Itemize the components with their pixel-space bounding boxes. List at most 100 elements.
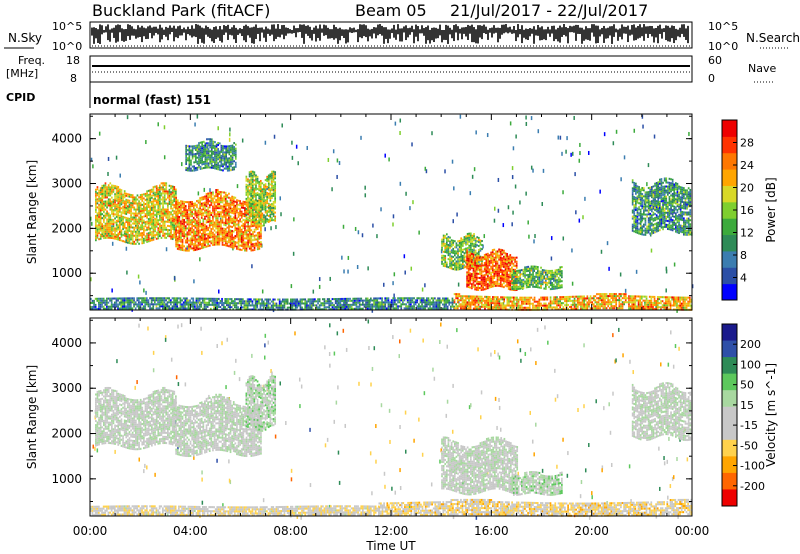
echo-cell <box>635 198 637 201</box>
echo-cell <box>553 279 555 282</box>
echo-cell <box>225 155 228 158</box>
echo-cell <box>228 169 231 172</box>
echo-cell <box>224 201 227 204</box>
echo-cell <box>501 273 504 276</box>
echo-cell <box>103 214 105 217</box>
echo-cell <box>185 144 188 147</box>
echo-cell <box>196 156 199 159</box>
sparse-echo <box>612 141 615 146</box>
echo-cell <box>154 197 156 200</box>
sparse-echo <box>270 226 272 231</box>
echo-cell <box>168 217 171 220</box>
echo-cell <box>559 266 562 269</box>
echo-cell <box>441 246 443 249</box>
echo-cell <box>475 280 478 283</box>
echo-cell <box>162 228 164 231</box>
echo-cell <box>659 200 661 203</box>
echo-cell <box>144 225 147 228</box>
sparse-echo <box>197 191 200 196</box>
echo-cell <box>199 141 202 144</box>
echo-cell <box>493 260 496 263</box>
echo-cell <box>469 232 472 235</box>
echo-cell <box>220 156 223 159</box>
echo-cell <box>527 265 530 268</box>
echo-cell <box>206 138 208 141</box>
echo-cell <box>247 200 249 203</box>
echo-cell <box>186 219 189 222</box>
echo-cell <box>631 197 634 200</box>
echo-cell <box>557 280 560 283</box>
sparse-echo <box>347 255 350 260</box>
echo-cell <box>643 207 645 210</box>
echo-cell <box>514 258 516 261</box>
echo-cell <box>154 224 156 227</box>
echo-cell <box>251 170 254 173</box>
echo-cell <box>197 242 200 245</box>
echo-cell <box>103 202 105 205</box>
echo-cell <box>204 242 206 245</box>
echo-cell <box>192 247 195 250</box>
echo-cell <box>493 274 496 277</box>
echo-cell <box>474 239 477 242</box>
echo-cell <box>234 229 237 232</box>
echo-cell <box>657 203 660 206</box>
echo-cell <box>540 284 542 287</box>
echo-cell <box>170 217 172 220</box>
echo-cell <box>133 216 136 219</box>
echo-cell <box>463 254 466 257</box>
echo-cell <box>221 229 224 232</box>
echo-cell <box>244 249 246 252</box>
echo-cell <box>549 273 552 276</box>
echo-cell <box>123 202 126 205</box>
echo-cell <box>513 273 515 276</box>
echo-cell <box>232 210 235 213</box>
echo-cell <box>641 233 644 236</box>
echo-cell <box>159 186 161 189</box>
echo-cell <box>202 220 205 223</box>
echo-cell <box>266 202 269 205</box>
echo-cell <box>95 235 97 238</box>
echo-cell <box>151 225 153 228</box>
echo-cell <box>471 252 473 255</box>
echo-cell <box>188 219 190 222</box>
echo-cell <box>216 197 219 200</box>
echo-cell <box>561 270 563 273</box>
echo-cell <box>527 275 530 278</box>
echo-cell <box>551 285 554 289</box>
echo-cell <box>183 227 185 230</box>
echo-cell <box>450 263 453 266</box>
echo-cell <box>223 167 226 170</box>
echo-cell <box>201 147 204 150</box>
echo-cell <box>245 191 248 194</box>
echo-cell <box>206 166 208 169</box>
echo-cell <box>135 236 137 239</box>
echo-cell <box>208 214 211 217</box>
echo-cell <box>173 228 176 231</box>
echo-cell <box>152 234 155 237</box>
echo-cell <box>264 199 267 202</box>
echo-cell <box>245 217 248 220</box>
echo-cell <box>173 196 176 199</box>
echo-cell <box>149 223 152 226</box>
echo-cell <box>447 250 450 253</box>
echo-cell <box>659 221 661 224</box>
echo-cell <box>149 189 152 192</box>
echo-cell <box>474 266 476 269</box>
echo-cell <box>258 217 261 220</box>
echo-cell <box>460 265 463 268</box>
echo-cell <box>96 228 99 231</box>
echo-cell <box>207 192 209 195</box>
echo-cell <box>511 277 514 280</box>
echo-cell <box>245 249 248 252</box>
echo-cell <box>503 282 505 285</box>
echo-cell <box>194 222 197 225</box>
echo-cell <box>248 225 251 228</box>
echo-cell <box>460 249 463 252</box>
echo-cell <box>223 153 226 156</box>
sparse-echo <box>228 137 231 142</box>
echo-cell <box>253 193 256 196</box>
echo-cell <box>133 230 136 233</box>
echo-cell <box>643 189 645 192</box>
echo-cell <box>259 204 262 207</box>
echo-cell <box>213 207 216 210</box>
